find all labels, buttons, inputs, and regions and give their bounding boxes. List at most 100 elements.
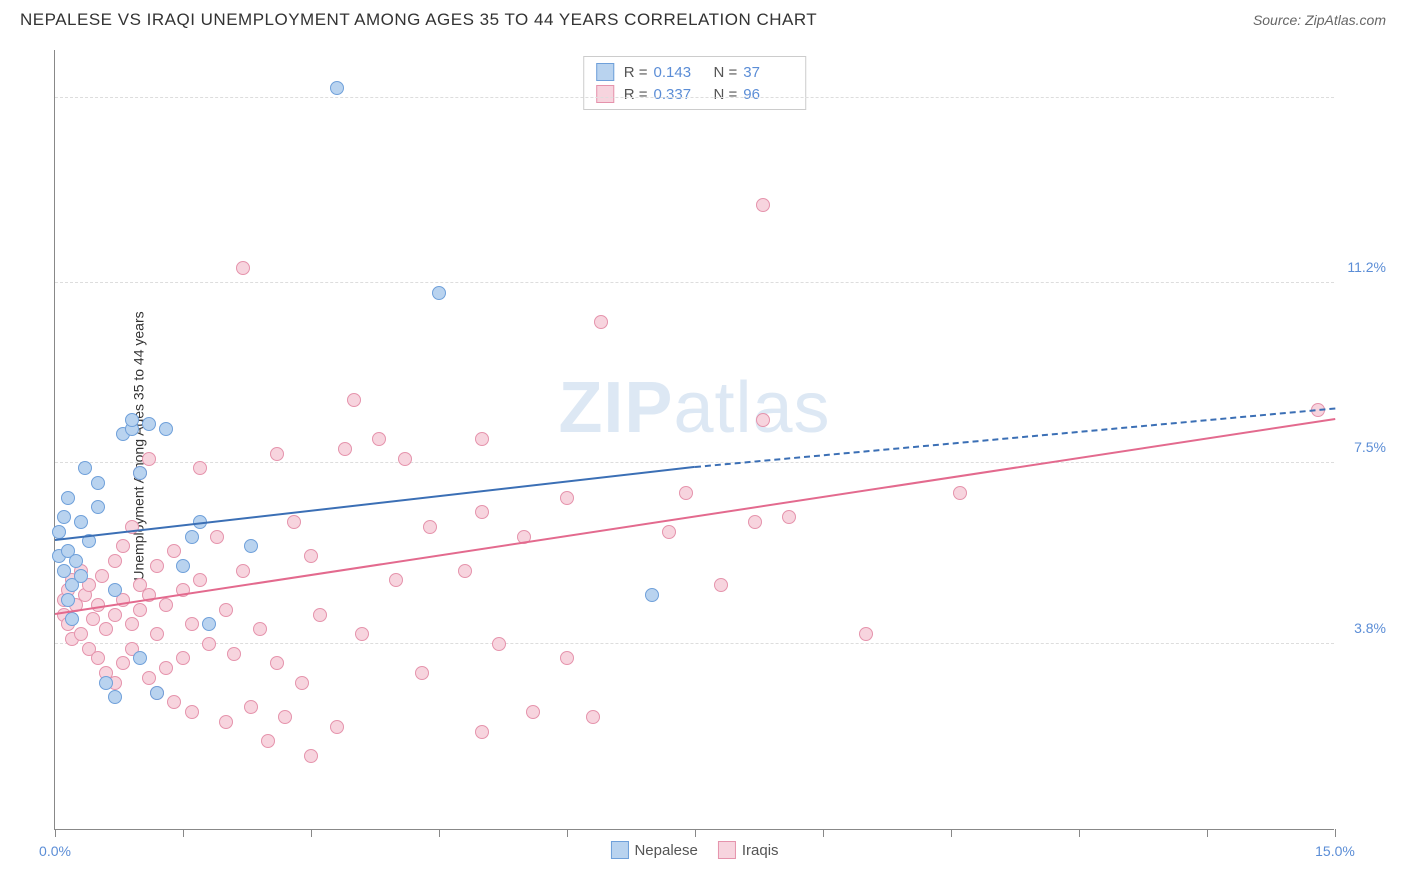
data-point-nepalese bbox=[185, 530, 199, 544]
data-point-iraqis bbox=[253, 622, 267, 636]
data-point-iraqis bbox=[125, 617, 139, 631]
data-point-nepalese bbox=[176, 559, 190, 573]
data-point-iraqis bbox=[278, 710, 292, 724]
data-point-iraqis bbox=[398, 452, 412, 466]
data-point-nepalese bbox=[91, 500, 105, 514]
data-point-iraqis bbox=[679, 486, 693, 500]
regression-line bbox=[695, 408, 1335, 468]
stat-r-value-nepalese: 0.143 bbox=[654, 64, 704, 81]
data-point-iraqis bbox=[159, 598, 173, 612]
data-point-iraqis bbox=[91, 651, 105, 665]
data-point-nepalese bbox=[142, 417, 156, 431]
data-point-iraqis bbox=[953, 486, 967, 500]
swatch-nepalese bbox=[610, 841, 628, 859]
legend-label-iraqis: Iraqis bbox=[742, 842, 779, 859]
data-point-iraqis bbox=[756, 198, 770, 212]
gridline bbox=[55, 462, 1334, 463]
data-point-iraqis bbox=[372, 432, 386, 446]
legend-item-iraqis: Iraqis bbox=[718, 841, 779, 859]
stat-r-label: R = bbox=[624, 64, 648, 81]
data-point-iraqis bbox=[859, 627, 873, 641]
swatch-iraqis bbox=[596, 85, 614, 103]
data-point-iraqis bbox=[714, 578, 728, 592]
data-point-iraqis bbox=[475, 432, 489, 446]
y-tick-label: 3.8% bbox=[1354, 620, 1386, 636]
data-point-nepalese bbox=[65, 612, 79, 626]
data-point-nepalese bbox=[150, 686, 164, 700]
data-point-iraqis bbox=[270, 656, 284, 670]
stat-r-label: R = bbox=[624, 86, 648, 103]
data-point-iraqis bbox=[236, 261, 250, 275]
chart-title: NEPALESE VS IRAQI UNEMPLOYMENT AMONG AGE… bbox=[20, 10, 817, 30]
data-point-nepalese bbox=[133, 466, 147, 480]
x-tick bbox=[951, 829, 952, 837]
x-tick bbox=[1079, 829, 1080, 837]
data-point-iraqis bbox=[347, 393, 361, 407]
data-point-iraqis bbox=[185, 617, 199, 631]
data-point-nepalese bbox=[61, 593, 75, 607]
data-point-iraqis bbox=[756, 413, 770, 427]
watermark-atlas: atlas bbox=[673, 368, 830, 448]
data-point-iraqis bbox=[662, 525, 676, 539]
data-point-nepalese bbox=[432, 286, 446, 300]
data-point-nepalese bbox=[74, 515, 88, 529]
data-point-iraqis bbox=[475, 725, 489, 739]
data-point-iraqis bbox=[492, 637, 506, 651]
x-tick bbox=[439, 829, 440, 837]
x-tick bbox=[55, 829, 56, 837]
data-point-iraqis bbox=[270, 447, 284, 461]
data-point-iraqis bbox=[355, 627, 369, 641]
data-point-iraqis bbox=[244, 700, 258, 714]
y-tick-label: 11.2% bbox=[1347, 259, 1386, 275]
series-legend: Nepalese Iraqis bbox=[610, 841, 778, 859]
data-point-iraqis bbox=[219, 715, 233, 729]
data-point-iraqis bbox=[193, 573, 207, 587]
stat-n-value-nepalese: 37 bbox=[743, 64, 793, 81]
data-point-nepalese bbox=[330, 81, 344, 95]
x-tick bbox=[1207, 829, 1208, 837]
data-point-iraqis bbox=[287, 515, 301, 529]
data-point-iraqis bbox=[116, 656, 130, 670]
data-point-iraqis bbox=[295, 676, 309, 690]
data-point-iraqis bbox=[116, 539, 130, 553]
x-tick bbox=[567, 829, 568, 837]
data-point-iraqis bbox=[261, 734, 275, 748]
data-point-nepalese bbox=[57, 564, 71, 578]
data-point-nepalese bbox=[244, 539, 258, 553]
data-point-iraqis bbox=[330, 720, 344, 734]
data-point-iraqis bbox=[423, 520, 437, 534]
data-point-iraqis bbox=[150, 559, 164, 573]
gridline bbox=[55, 97, 1334, 98]
data-point-iraqis bbox=[142, 452, 156, 466]
stat-n-label: N = bbox=[714, 64, 738, 81]
watermark: ZIPatlas bbox=[558, 367, 830, 449]
data-point-nepalese bbox=[78, 461, 92, 475]
legend-label-nepalese: Nepalese bbox=[634, 842, 697, 859]
data-point-nepalese bbox=[57, 510, 71, 524]
data-point-iraqis bbox=[586, 710, 600, 724]
chart-area: ZIPatlas R = 0.143 N = 37 R = 0.337 N = … bbox=[54, 50, 1334, 830]
data-point-iraqis bbox=[338, 442, 352, 456]
data-point-iraqis bbox=[74, 627, 88, 641]
x-tick bbox=[695, 829, 696, 837]
data-point-iraqis bbox=[219, 603, 233, 617]
stat-n-label: N = bbox=[714, 86, 738, 103]
data-point-iraqis bbox=[304, 549, 318, 563]
data-point-iraqis bbox=[167, 544, 181, 558]
data-point-iraqis bbox=[227, 647, 241, 661]
data-point-nepalese bbox=[69, 554, 83, 568]
stats-row-nepalese: R = 0.143 N = 37 bbox=[596, 61, 794, 83]
stats-row-iraqis: R = 0.337 N = 96 bbox=[596, 83, 794, 105]
data-point-iraqis bbox=[748, 515, 762, 529]
data-point-iraqis bbox=[313, 608, 327, 622]
data-point-nepalese bbox=[125, 413, 139, 427]
data-point-iraqis bbox=[210, 530, 224, 544]
data-point-iraqis bbox=[389, 573, 403, 587]
data-point-iraqis bbox=[86, 612, 100, 626]
x-tick-label: 0.0% bbox=[39, 843, 71, 859]
data-point-iraqis bbox=[202, 637, 216, 651]
data-point-iraqis bbox=[133, 603, 147, 617]
data-point-iraqis bbox=[304, 749, 318, 763]
data-point-iraqis bbox=[594, 315, 608, 329]
data-point-iraqis bbox=[782, 510, 796, 524]
